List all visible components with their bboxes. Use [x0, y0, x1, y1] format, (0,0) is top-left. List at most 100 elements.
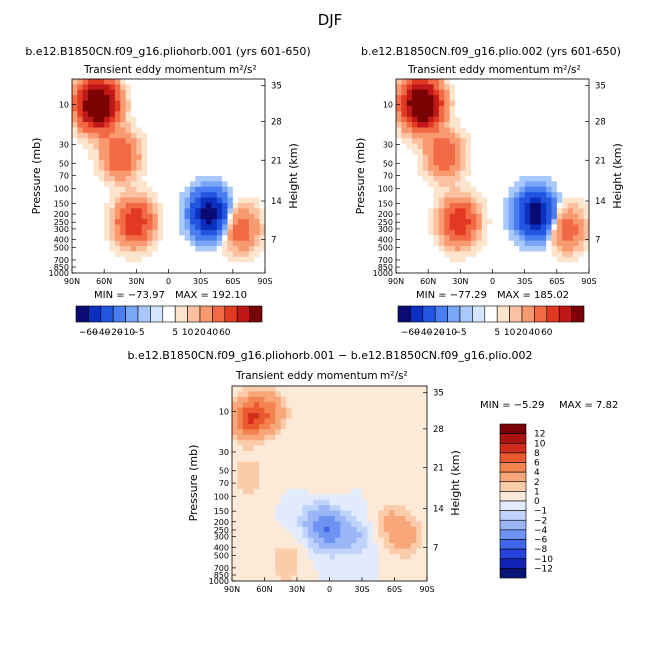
- heatmap-cell: [242, 467, 249, 474]
- heatmap-cell: [77, 262, 84, 269]
- heatmap-cell: [206, 143, 212, 150]
- heatmap-cell: [280, 423, 287, 430]
- height-tick-label: 7: [595, 235, 600, 245]
- heatmap-cell: [259, 116, 266, 123]
- heatmap-cell: [572, 192, 579, 198]
- heatmap-cell: [232, 176, 239, 182]
- heatmap-cell: [286, 516, 292, 522]
- heatmap-cell: [540, 235, 547, 242]
- heatmap-cell: [77, 165, 84, 172]
- heatmap-cell: [433, 246, 440, 252]
- heatmap-cell: [114, 170, 121, 177]
- heatmap-cell: [340, 505, 347, 511]
- heatmap-cell: [324, 413, 330, 419]
- heatmap-cell: [546, 79, 552, 85]
- heatmap-cell: [487, 154, 493, 161]
- heatmap-cell: [481, 79, 488, 85]
- heatmap-cell: [82, 154, 89, 161]
- heatmap-cell: [114, 181, 121, 188]
- heatmap-cell: [334, 543, 341, 549]
- heatmap-cell: [481, 165, 488, 172]
- heatmap-cell: [206, 246, 212, 252]
- heatmap-cell: [77, 84, 84, 91]
- heatmap-cell: [297, 559, 303, 566]
- heatmap-cell: [417, 256, 424, 263]
- heatmap-cell: [412, 176, 418, 182]
- heatmap-cell: [302, 505, 309, 511]
- heatmap-cell: [471, 186, 477, 193]
- heatmap-cell: [254, 224, 261, 231]
- heatmap-cell: [487, 100, 493, 107]
- heatmap-cell: [383, 537, 390, 544]
- heatmap-cell: [227, 111, 234, 118]
- heatmap-cell: [428, 84, 434, 91]
- heatmap-cell: [297, 483, 303, 490]
- heatmap-cell: [120, 165, 127, 172]
- heatmap-cell: [572, 267, 579, 274]
- heatmap-cell: [307, 553, 314, 560]
- heatmap-cell: [556, 143, 563, 150]
- heatmap-cell: [72, 127, 78, 134]
- heatmap-cell: [497, 197, 504, 204]
- x-tick-labels: 90N 60N 30N 0 30S 60S 90S: [224, 577, 435, 594]
- heatmap-cell: [238, 192, 244, 198]
- heatmap-cell: [372, 510, 379, 517]
- heatmap-cell: [232, 575, 238, 582]
- heatmap-cell: [82, 197, 89, 204]
- heatmap-cell: [372, 413, 379, 419]
- heatmap-cell: [567, 100, 574, 107]
- heatmap-cell: [184, 213, 191, 220]
- heatmap-cell: [88, 262, 94, 269]
- heatmap-cell: [211, 208, 218, 215]
- heatmap-cell: [179, 122, 185, 128]
- heatmap-cell: [401, 256, 408, 263]
- heatmap-cell: [340, 537, 347, 544]
- heatmap-cell: [195, 89, 202, 96]
- heatmap-cell: [383, 445, 390, 452]
- heatmap-cell: [562, 79, 568, 85]
- heatmap-cell: [120, 267, 127, 274]
- heatmap-cell: [421, 532, 428, 539]
- heatmap-cell: [125, 159, 132, 166]
- heatmap-cell: [248, 132, 255, 139]
- colorbar-swatch: [249, 305, 263, 323]
- heatmap-cell: [412, 267, 418, 274]
- heatmap-cell: [578, 246, 585, 252]
- heatmap-cell: [578, 219, 585, 225]
- heatmap-cell: [389, 386, 395, 392]
- heatmap-cell: [269, 488, 276, 495]
- heatmap-cell: [88, 213, 94, 220]
- heatmap-cell: [583, 111, 590, 118]
- heatmap-cell: [147, 202, 153, 209]
- heatmap-cell: [340, 472, 347, 479]
- heatmap-cell: [471, 79, 477, 85]
- heatmap-cell: [524, 84, 531, 91]
- heatmap-cell: [216, 89, 223, 96]
- heatmap-cell: [206, 176, 212, 182]
- heatmap-cell: [72, 138, 78, 145]
- heatmap-cell: [492, 79, 499, 85]
- heatmap-cell: [351, 440, 357, 446]
- heatmap-cell: [405, 456, 412, 463]
- heatmap-cell: [367, 413, 374, 419]
- heatmap-cell: [237, 445, 244, 452]
- heatmap-cell: [433, 89, 440, 96]
- heatmap-cell: [438, 138, 445, 145]
- heatmap-cell: [318, 483, 325, 490]
- heatmap-cell: [497, 143, 504, 150]
- heatmap-cell: [503, 202, 509, 209]
- heatmap-cell: [454, 246, 461, 252]
- heatmap-cell: [454, 100, 461, 107]
- heatmap-cell: [136, 127, 143, 134]
- y-tick-label: 250: [378, 218, 393, 227]
- heatmap-cell: [519, 251, 526, 258]
- heatmap-cell: [157, 197, 164, 204]
- heatmap-cell: [449, 122, 456, 128]
- heatmap-cell: [216, 132, 223, 139]
- heatmap-cell: [567, 251, 574, 258]
- heatmap-cell: [227, 224, 234, 231]
- heatmap-cell: [280, 564, 287, 571]
- heatmap-cell: [232, 122, 239, 128]
- heatmap-cell: [530, 95, 536, 101]
- heatmap-cell: [114, 154, 121, 161]
